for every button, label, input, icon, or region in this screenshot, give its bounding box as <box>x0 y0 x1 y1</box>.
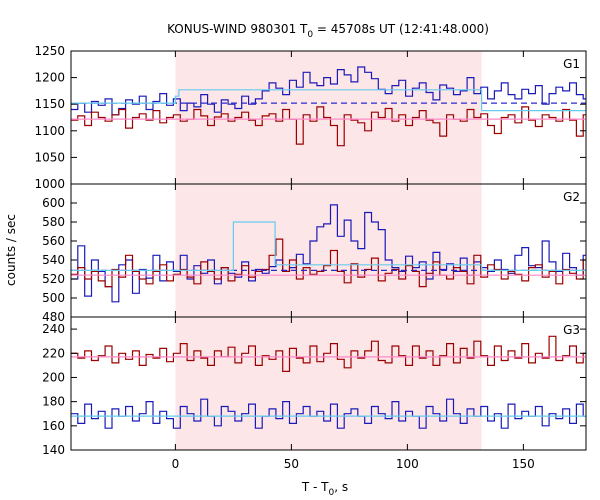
xlabel-subscript: 0 <box>329 488 335 498</box>
panel-data <box>71 66 586 147</box>
y-axis-label: counts / sec <box>4 214 18 286</box>
level-cyan_level-G1 <box>71 89 586 112</box>
title-prefix: KONUS-WIND 980301 T <box>167 22 308 36</box>
title-suffix: = 45708s UT (12:41:48.000) <box>313 22 489 36</box>
y-tick-label: 1150 <box>34 97 65 111</box>
series-blue_series-G2 <box>71 204 586 303</box>
series-red_series-G3 <box>71 335 586 372</box>
panel-G3: 140 160 180 200 220 240 G3 <box>42 316 587 457</box>
highlight-band <box>175 184 482 317</box>
y-tick-label: 520 <box>42 272 65 286</box>
panel-label-G2: G2 <box>563 190 580 204</box>
y-tick-label: 1100 <box>34 124 65 138</box>
y-tick-label: 220 <box>42 346 65 360</box>
y-tick-label: 1050 <box>34 150 65 164</box>
y-tick-label: 1000 <box>34 177 65 191</box>
y-tick-label: 160 <box>42 419 65 433</box>
panel-label-G1: G1 <box>563 57 580 71</box>
chart-title: KONUS-WIND 980301 T0 = 45708s UT (12:41:… <box>167 22 489 40</box>
x-axis-label: T - T0, s <box>301 480 348 498</box>
y-tick-label: 140 <box>42 443 65 457</box>
series-red_series-G1 <box>71 106 586 147</box>
series-red_series-G2 <box>71 238 586 288</box>
x-tick-label: 0 <box>172 457 180 471</box>
y-tick-label: 1200 <box>34 71 65 85</box>
panels-layer: 100010501100115012001250G148050052054056… <box>34 44 587 471</box>
x-tick-label: 100 <box>396 457 419 471</box>
xlabel-prefix: T - T <box>301 480 329 494</box>
level-cyan_level-G2 <box>71 221 586 271</box>
panel-data <box>71 335 586 429</box>
panel-label-G3: G3 <box>563 323 580 337</box>
y-tick-label: 1250 <box>34 44 65 58</box>
series-blue_series-G1 <box>71 66 586 116</box>
y-tick-label: 600 <box>42 196 65 210</box>
y-tick-label: 240 <box>42 322 65 336</box>
x-tick-labels: 0 50 100 150 <box>172 457 535 471</box>
x-tick-label: 150 <box>512 457 535 471</box>
panel-data <box>71 204 586 303</box>
y-tick-label: 180 <box>42 395 65 409</box>
xlabel-suffix: , s <box>334 480 348 494</box>
y-tick-label: 560 <box>42 234 65 248</box>
y-tick-label: 200 <box>42 370 65 384</box>
y-tick-label: 480 <box>42 310 65 324</box>
title-subscript: 0 <box>307 30 313 40</box>
y-tick-label: 500 <box>42 291 65 305</box>
y-tick-label: 580 <box>42 215 65 229</box>
panel-G1: 1000 1050 1100 1150 1200 1250 G1 <box>34 44 587 191</box>
highlight-band <box>175 317 482 450</box>
x-tick-label: 50 <box>284 457 299 471</box>
series-blue_series-G3 <box>71 398 586 429</box>
panel-frame <box>70 316 587 451</box>
y-tick-label: 540 <box>42 253 65 267</box>
panel-G2: 480 500 520 540 560 580 600 G2 <box>42 183 587 324</box>
